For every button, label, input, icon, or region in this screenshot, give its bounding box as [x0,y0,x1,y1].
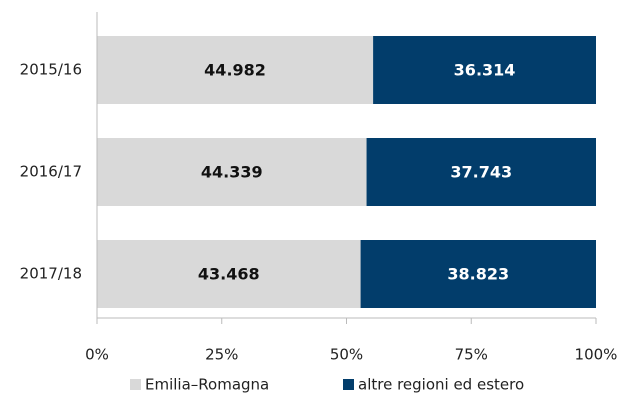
data-label: 38.823 [447,265,509,284]
data-label: 44.339 [201,163,263,182]
x-tick-label: 75% [455,346,488,364]
data-label: 37.743 [450,163,512,182]
bar-segment [97,138,367,206]
data-label: 43.468 [198,265,260,284]
bar-segment [373,36,596,104]
bar-segment [97,36,374,104]
x-tick-label: 50% [330,346,363,364]
legend-label: altre regioni ed estero [358,376,524,394]
legend-swatch [130,379,141,390]
x-tick-label: 25% [205,346,238,364]
bar-segment [97,240,361,308]
x-tick-label: 100% [575,346,618,364]
y-tick-label: 2016/17 [20,163,82,181]
y-tick-label: 2015/16 [20,61,82,79]
legend-label: Emilia–Romagna [145,376,269,394]
data-label: 36.314 [454,61,516,80]
y-tick-label: 2017/18 [20,265,82,283]
x-tick-label: 0% [85,346,109,364]
bar-segment [360,240,596,308]
data-label: 44.982 [204,61,266,80]
legend-swatch [343,379,354,390]
bar-segment [366,138,596,206]
